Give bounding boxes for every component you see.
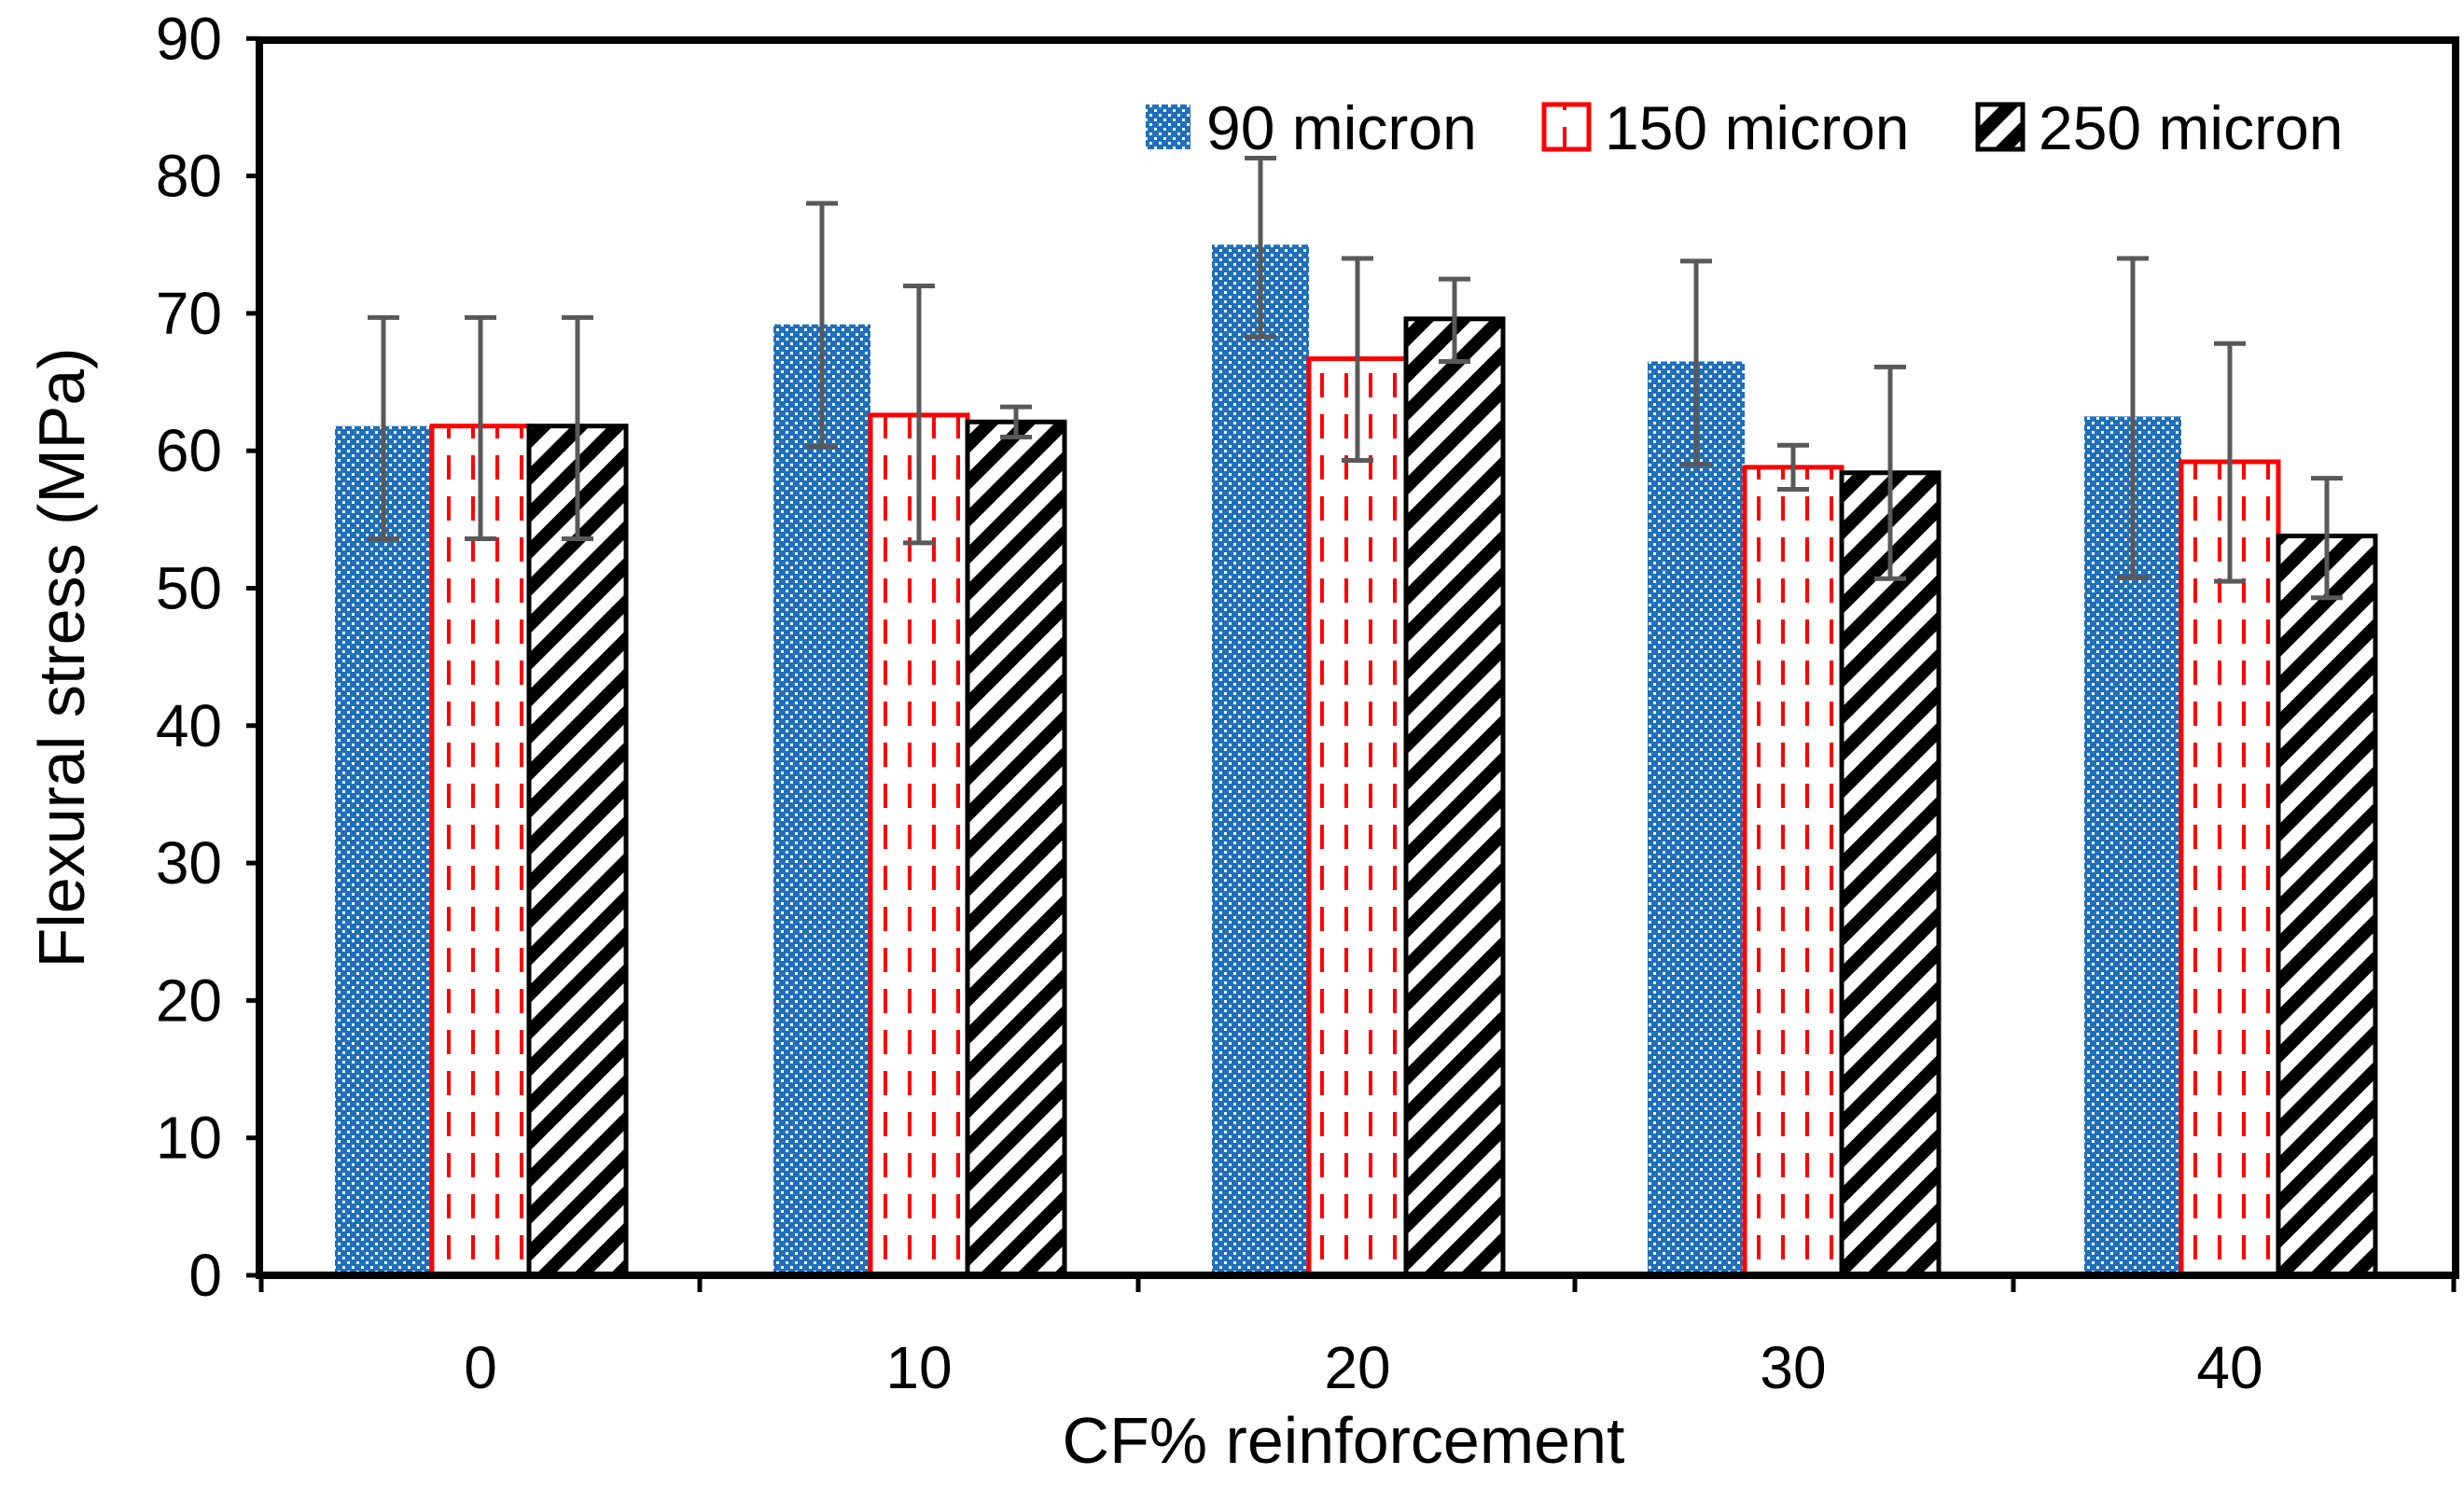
y-tick-label: 40 (156, 692, 222, 759)
x-tick-label: 10 (885, 1334, 952, 1401)
error-bar-250-micron-cat-20 (1439, 276, 1470, 364)
legend: 90 micron 150 micron 250 micron (1146, 93, 2344, 162)
error-bar-150-micron-cat-0 (465, 314, 496, 541)
error-bar-150-micron-cat-30 (1777, 442, 1809, 492)
x-tick-label: 0 (464, 1334, 497, 1401)
x-axis-title: CF% reinforcement (1063, 1404, 1625, 1477)
bar-250-micron-cat-20 (1403, 316, 1506, 1278)
bar-250-micron-cat-40 (2276, 534, 2378, 1278)
legend-label: 250 micron (2039, 93, 2344, 162)
legend-swatch (1975, 102, 2025, 152)
bar-90-micron-cat-30 (1648, 361, 1745, 1276)
x-tick-label: 20 (1324, 1334, 1390, 1401)
legend-swatch (1146, 104, 1190, 149)
y-tick-label: 10 (156, 1105, 222, 1172)
legend-item-150-micron: 150 micron (1541, 93, 1910, 162)
bar-90-micron-cat-0 (335, 425, 432, 1275)
y-tick-label: 70 (156, 280, 222, 347)
error-bar-150-micron-cat-20 (1342, 256, 1373, 464)
y-axis-ticks: 0 10 20 30 40 50 60 70 80 90 (156, 5, 259, 1309)
y-tick-label: 50 (156, 555, 222, 622)
bars-layer (335, 244, 2378, 1278)
error-bar-90-micron-cat-40 (2117, 256, 2149, 580)
error-bar-90-micron-cat-20 (1245, 155, 1276, 340)
y-tick-label: 90 (156, 5, 222, 72)
bar-250-micron-cat-0 (526, 424, 629, 1278)
y-axis-title: Flexural stress (MPa) (25, 347, 98, 967)
error-bar-250-micron-cat-10 (1000, 404, 1032, 439)
legend-item-90-micron: 90 micron (1146, 93, 1477, 162)
bar-250-micron-cat-10 (965, 419, 1067, 1278)
y-tick-label: 60 (156, 417, 222, 484)
y-tick-label: 20 (156, 967, 222, 1034)
bar-90-micron-cat-20 (1212, 244, 1309, 1275)
legend-label: 150 micron (1605, 93, 1910, 162)
error-bar-90-micron-cat-10 (806, 201, 838, 450)
bar-90-micron-cat-10 (773, 324, 870, 1276)
y-tick-label: 0 (188, 1242, 222, 1309)
plot-area-frame (256, 36, 2459, 1279)
error-bar-150-micron-cat-10 (903, 283, 935, 546)
error-bar-90-micron-cat-0 (368, 314, 399, 541)
error-bar-90-micron-cat-30 (1680, 258, 1712, 467)
bar-150-micron-cat-0 (429, 424, 532, 1278)
error-bar-250-micron-cat-0 (562, 314, 593, 541)
error-bar-250-micron-cat-30 (1874, 364, 1906, 581)
x-tick-label: 40 (2196, 1334, 2262, 1401)
bar-150-micron-cat-40 (2179, 459, 2281, 1278)
y-tick-label: 80 (156, 143, 222, 210)
error-bar-250-micron-cat-40 (2311, 476, 2343, 601)
legend-label: 90 micron (1206, 93, 1477, 162)
bar-150-micron-cat-30 (1742, 465, 1845, 1278)
error-bar-150-micron-cat-40 (2214, 341, 2246, 584)
x-tick-label: 30 (1760, 1334, 1826, 1401)
y-tick-label: 30 (156, 829, 222, 897)
error-bars-layer (368, 155, 2343, 601)
bar-150-micron-cat-20 (1306, 356, 1409, 1278)
legend-item-250-micron: 250 micron (1975, 93, 2344, 162)
legend-swatch (1541, 102, 1592, 152)
x-axis-ticks: 0 10 20 30 40 (258, 1275, 2457, 1401)
bar-250-micron-cat-30 (1839, 470, 1942, 1278)
